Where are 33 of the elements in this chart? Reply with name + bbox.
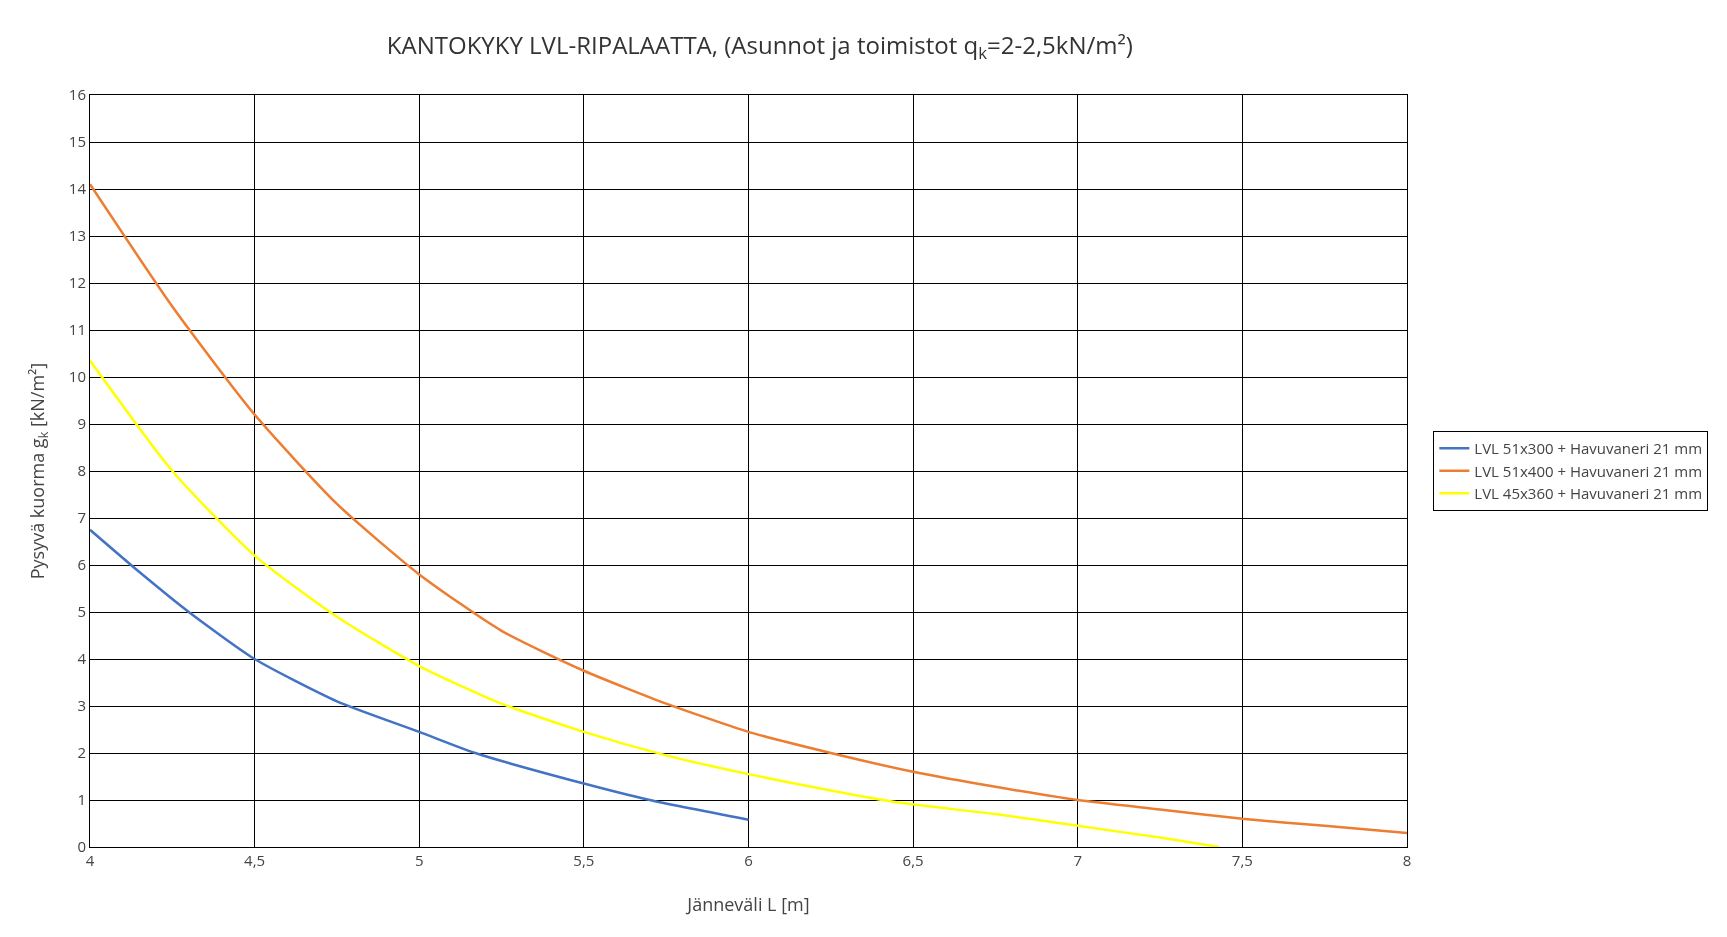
y-tick-label: 3 [77,695,86,716]
x-tick-label: 4,5 [244,850,266,870]
x-tick-label: 5 [414,850,424,870]
x-tick-label: 5,5 [573,850,595,870]
line-series [90,359,1221,847]
x-tick-label: 7,5 [1231,850,1253,870]
y-tick-label: 11 [68,319,86,340]
y-tick-label: 1 [77,789,86,810]
y-tick-label: 13 [68,225,86,246]
legend-label: LVL 51x400 + Havuvaneri 21 mm [1474,460,1703,481]
y-tick-label: 4 [77,648,87,669]
y-tick-label: 12 [68,272,86,293]
y-tick-label: 8 [77,460,86,481]
legend-label: LVL 51x300 + Havuvaneri 21 mm [1474,438,1703,459]
y-tick-label: 6 [77,554,86,575]
legend-label: LVL 45x360 + Havuvaneri 21 mm [1474,483,1703,504]
y-tick-label: 14 [68,178,87,199]
y-tick-label: 5 [77,601,86,622]
x-tick-label: 8 [1402,850,1412,870]
y-tick-label: 16 [68,84,86,105]
x-axis-title: Jänneväli L [m] [685,892,810,916]
line-series [90,183,1407,835]
y-tick-label: 7 [77,507,86,528]
y-tick-label: 15 [68,131,86,152]
x-tick-label: 6 [744,850,753,870]
y-tick-label: 2 [77,742,86,763]
x-tick-label: 6,5 [902,850,924,870]
y-tick-label: 9 [77,413,86,434]
chart-title: KANTOKYKY LVL-RIPALAATTA, (Asunnot ja toimistot q$_{k}$=2-2,5kN/m²) [386,28,1133,65]
line-series [90,528,750,821]
x-tick-label: 7 [1073,850,1083,870]
y-tick-label: 0 [77,836,86,857]
y-tick-label: 10 [68,366,86,387]
